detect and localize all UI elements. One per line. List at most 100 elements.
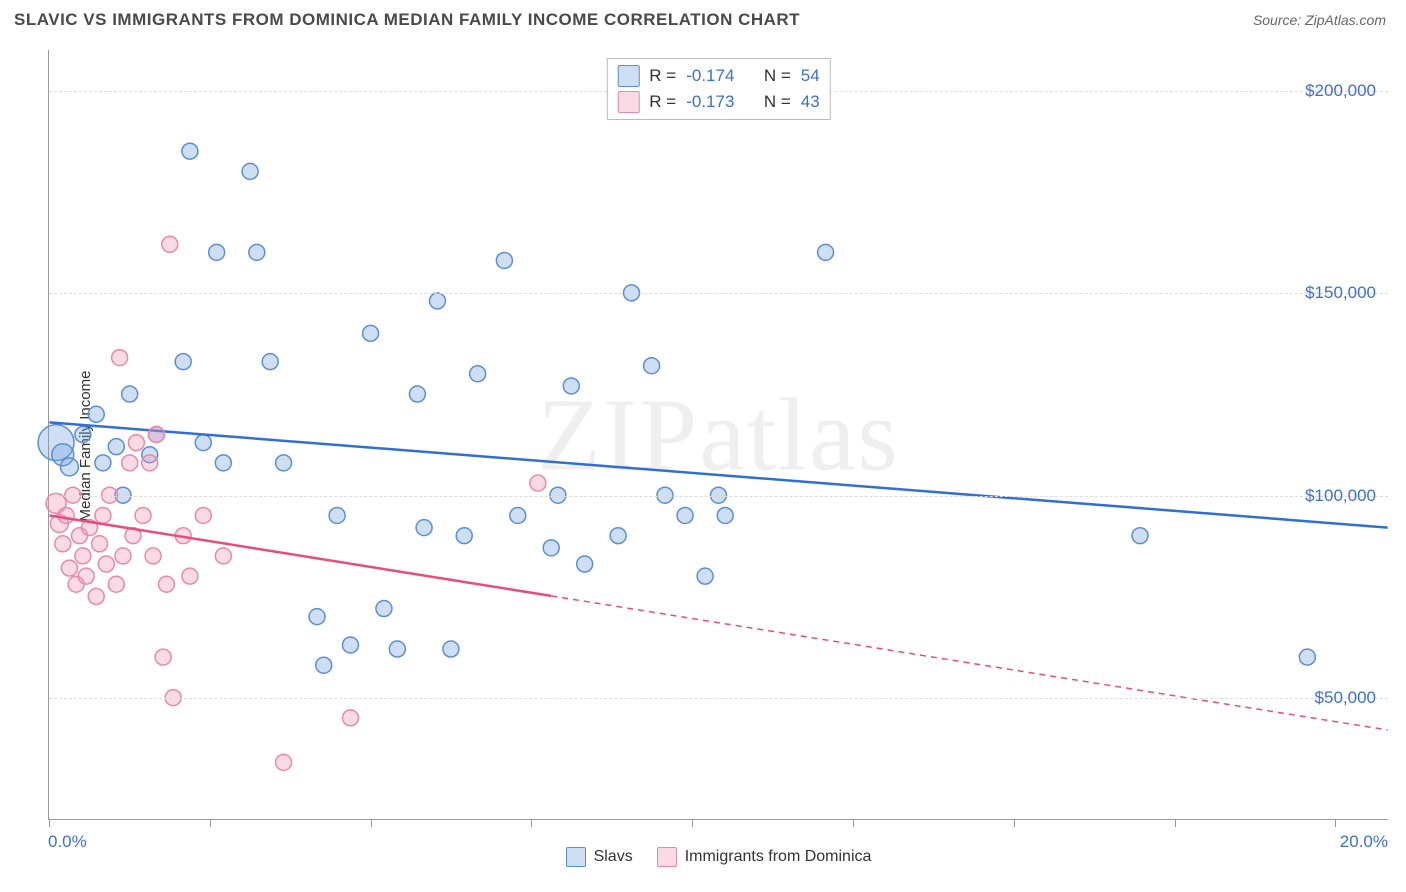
gridline xyxy=(49,698,1388,699)
x-tick xyxy=(692,819,693,827)
gridline xyxy=(49,293,1388,294)
data-point xyxy=(58,507,74,523)
data-point xyxy=(644,358,660,374)
data-point xyxy=(342,710,358,726)
data-point xyxy=(135,507,151,523)
title-bar: SLAVIC VS IMMIGRANTS FROM DOMINICA MEDIA… xyxy=(0,0,1406,36)
source-attribution: Source: ZipAtlas.com xyxy=(1253,12,1386,28)
data-point xyxy=(276,754,292,770)
data-point xyxy=(78,568,94,584)
r-label: R = xyxy=(649,92,676,112)
series-legend: Slavs Immigrants from Dominica xyxy=(49,847,1388,867)
x-tick xyxy=(49,819,50,827)
data-point xyxy=(162,236,178,252)
legend-row-dominica: R = -0.173 N = 43 xyxy=(617,89,819,115)
legend-item-dominica: Immigrants from Dominica xyxy=(657,847,872,867)
x-tick xyxy=(853,819,854,827)
data-point xyxy=(128,435,144,451)
data-point xyxy=(389,641,405,657)
data-point xyxy=(329,507,345,523)
swatch-dominica xyxy=(617,91,639,113)
data-point xyxy=(112,350,128,366)
data-point xyxy=(510,507,526,523)
data-point xyxy=(1299,649,1315,665)
data-point xyxy=(88,588,104,604)
x-axis-start-label: 0.0% xyxy=(48,832,87,852)
data-point xyxy=(818,244,834,260)
gridline xyxy=(49,496,1388,497)
x-tick xyxy=(1335,819,1336,827)
r-value-slavs: -0.174 xyxy=(686,66,734,86)
data-point xyxy=(577,556,593,572)
data-point xyxy=(1132,528,1148,544)
data-point xyxy=(75,548,91,564)
data-point xyxy=(363,325,379,341)
data-point xyxy=(215,548,231,564)
data-point xyxy=(108,439,124,455)
correlation-legend: R = -0.174 N = 54 R = -0.173 N = 43 xyxy=(606,58,830,120)
scatter-svg xyxy=(49,50,1388,819)
x-tick xyxy=(1175,819,1176,827)
data-point xyxy=(55,536,71,552)
data-point xyxy=(115,548,131,564)
data-point xyxy=(409,386,425,402)
data-point xyxy=(142,455,158,471)
data-point xyxy=(195,435,211,451)
data-point xyxy=(309,609,325,625)
r-value-dominica: -0.173 xyxy=(686,92,734,112)
swatch-slavs xyxy=(617,65,639,87)
data-point xyxy=(95,507,111,523)
data-point xyxy=(122,455,138,471)
data-point xyxy=(148,427,164,443)
data-point xyxy=(95,455,111,471)
data-point xyxy=(697,568,713,584)
data-point xyxy=(75,427,91,443)
data-point xyxy=(276,455,292,471)
data-point xyxy=(677,507,693,523)
x-tick xyxy=(531,819,532,827)
r-label: R = xyxy=(649,66,676,86)
data-point xyxy=(158,576,174,592)
data-point xyxy=(195,507,211,523)
legend-label-slavs: Slavs xyxy=(594,848,633,866)
swatch-dominica-icon xyxy=(657,847,677,867)
data-point xyxy=(61,560,77,576)
x-tick xyxy=(371,819,372,827)
data-point xyxy=(215,455,231,471)
y-tick-label: $200,000 xyxy=(1305,81,1376,101)
data-point xyxy=(429,293,445,309)
data-point xyxy=(610,528,626,544)
data-point xyxy=(175,354,191,370)
plot-area: ZIPatlas R = -0.174 N = 54 R = -0.173 N … xyxy=(48,50,1388,820)
n-label: N = xyxy=(764,92,791,112)
n-value-dominica: 43 xyxy=(801,92,820,112)
legend-row-slavs: R = -0.174 N = 54 xyxy=(617,63,819,89)
data-point xyxy=(530,475,546,491)
data-point xyxy=(98,556,114,572)
data-point xyxy=(122,386,138,402)
data-point xyxy=(209,244,225,260)
data-point xyxy=(60,458,78,476)
data-point xyxy=(182,143,198,159)
legend-label-dominica: Immigrants from Dominica xyxy=(685,848,872,866)
y-tick-label: $150,000 xyxy=(1305,283,1376,303)
data-point xyxy=(717,507,733,523)
data-point xyxy=(376,601,392,617)
data-point xyxy=(456,528,472,544)
y-tick-label: $50,000 xyxy=(1315,688,1376,708)
x-axis-end-label: 20.0% xyxy=(1340,832,1388,852)
data-point xyxy=(470,366,486,382)
data-point xyxy=(145,548,161,564)
y-tick-label: $100,000 xyxy=(1305,486,1376,506)
data-point xyxy=(563,378,579,394)
data-point xyxy=(496,252,512,268)
data-point xyxy=(155,649,171,665)
data-point xyxy=(249,244,265,260)
chart-title: SLAVIC VS IMMIGRANTS FROM DOMINICA MEDIA… xyxy=(14,10,800,30)
n-label: N = xyxy=(764,66,791,86)
data-point xyxy=(316,657,332,673)
data-point xyxy=(262,354,278,370)
data-point xyxy=(92,536,108,552)
data-point xyxy=(88,406,104,422)
data-point xyxy=(416,520,432,536)
